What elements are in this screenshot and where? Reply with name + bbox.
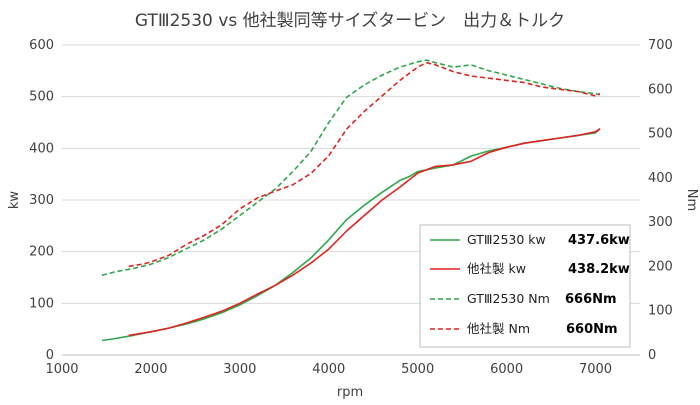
y-left-tick-label: 0	[46, 348, 54, 363]
legend-box	[419, 224, 631, 348]
y-right-tick-label: 100	[648, 304, 673, 319]
legend-label-other-kw: 他社製 kw	[467, 261, 526, 276]
y-right-tick-label: 500	[648, 127, 673, 142]
gridlines	[62, 44, 640, 356]
y-right-tick-label: 600	[648, 82, 673, 97]
y-left-tick-label: 500	[29, 90, 54, 105]
legend: GTⅢ2530 kw 437.6kw 他社製 kw 438.2kw GTⅢ253…	[419, 224, 631, 348]
x-tick-label: 6000	[490, 362, 523, 377]
x-tick-label: 3000	[223, 362, 256, 377]
legend-label-gt-nm: GTⅢ2530 Nm	[467, 291, 550, 306]
y-left-tick-label: 200	[29, 245, 54, 260]
x-tick-label: 4000	[312, 362, 345, 377]
y-right-tick-label: 400	[648, 171, 673, 186]
series-line-1	[128, 127, 601, 337]
series-line-2	[101, 59, 601, 277]
x-tick-label: 1000	[45, 362, 78, 377]
x-tick-label: 2000	[134, 362, 167, 377]
y-right-tick-label: 200	[648, 259, 673, 274]
tick-labels: 0100200300400500600010020030040050060070…	[29, 38, 673, 377]
y-left-tick-label: 300	[29, 193, 54, 208]
series-line-3	[128, 61, 601, 268]
y-left-tick-label: 600	[29, 38, 54, 53]
y-left-tick-label: 400	[29, 141, 54, 156]
legend-label-gt-kw: GTⅢ2530 kw	[467, 232, 546, 247]
legend-value-other-nm: 660Nm	[566, 322, 618, 337]
y-right-tick-label: 700	[648, 38, 673, 53]
chart-title: GTⅢ2530 vs 他社製同等サイズタービン 出力＆トルク	[135, 11, 565, 31]
y-right-tick-label: 300	[648, 215, 673, 230]
legend-label-other-nm: 他社製 Nm	[467, 321, 530, 336]
y-left-axis-label: kw	[7, 191, 22, 210]
series-layer	[101, 59, 601, 342]
y-right-axis-label: Nm	[684, 189, 699, 211]
legend-value-gt-kw: 437.6kw	[568, 233, 630, 248]
y-right-tick-label: 0	[648, 348, 656, 363]
x-axis-label: rpm	[337, 385, 363, 400]
legend-value-other-kw: 438.2kw	[568, 262, 630, 277]
y-left-tick-label: 100	[29, 296, 54, 311]
x-tick-label: 5000	[401, 362, 434, 377]
x-tick-label: 7000	[579, 362, 612, 377]
legend-value-gt-nm: 666Nm	[565, 292, 617, 307]
